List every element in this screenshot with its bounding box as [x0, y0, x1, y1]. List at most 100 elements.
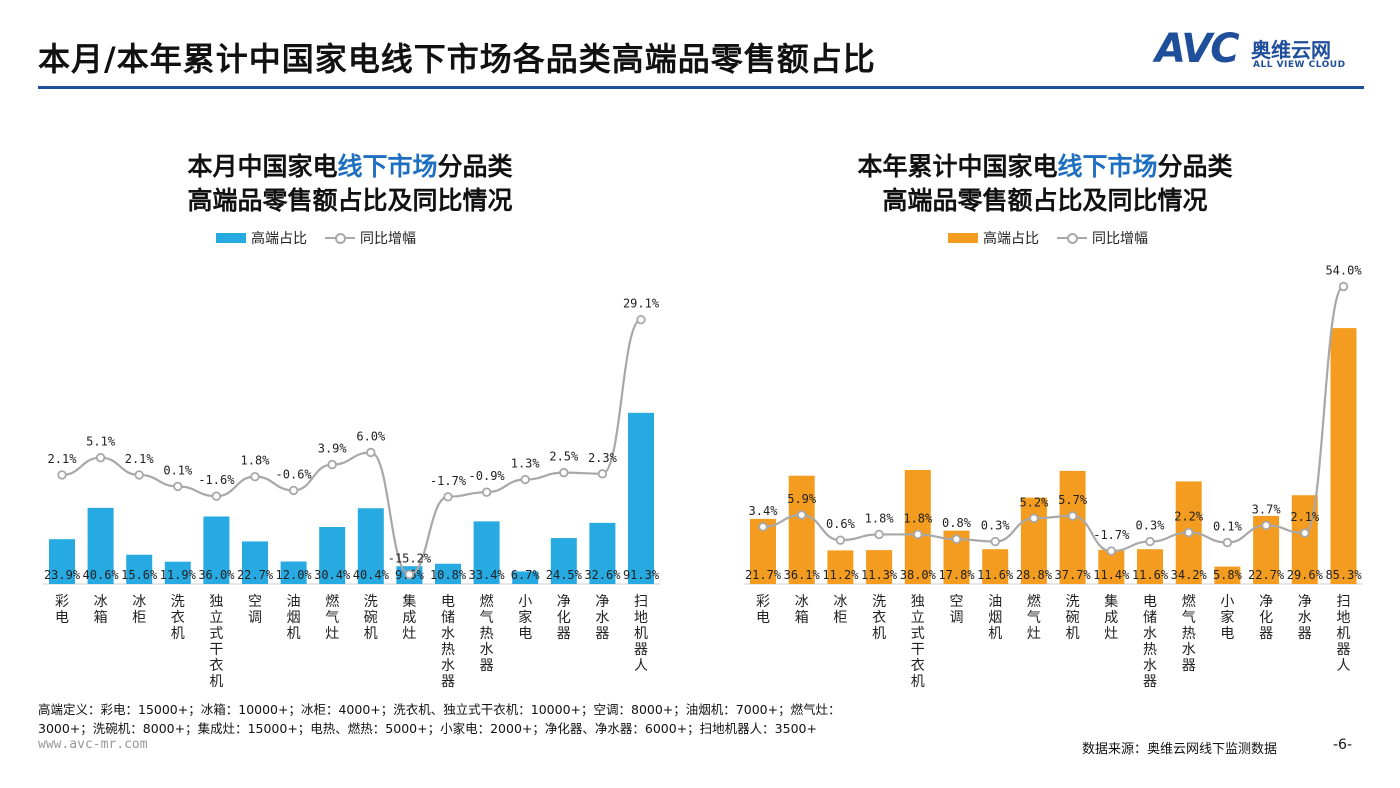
yoy-point-14	[559, 467, 569, 478]
bar-12	[473, 521, 500, 584]
yoy-value-label: 2.1%	[125, 452, 155, 466]
bar-value-label: 36.1%	[784, 568, 821, 582]
chart-title-post: 分品类	[437, 152, 513, 181]
bar-value-label: 17.8%	[938, 568, 975, 582]
yoy-value-label: 2.2%	[1174, 510, 1204, 524]
yoy-value-label: -0.9%	[469, 469, 506, 483]
bar-1	[49, 539, 75, 584]
bar-3	[827, 550, 854, 584]
yoy-point-2	[95, 452, 106, 463]
bar-3	[126, 554, 153, 584]
yoy-value-label: 1.8%	[903, 511, 933, 525]
bar-9	[1059, 470, 1086, 584]
logo-english-name: ALL VIEW CLOUD	[1253, 60, 1346, 70]
bar-7	[982, 549, 1009, 584]
bar-11	[1137, 549, 1163, 584]
chart-ytd: 本年累计中国家电线下市场分品类 高端品零售额占比及同比情况 高端占比 同比增幅 …	[715, 150, 1375, 690]
category-label: 净化器	[557, 594, 571, 642]
bar-value-label: 85.3%	[1325, 568, 1362, 582]
yoy-value-label: 1.8%	[241, 454, 271, 468]
legend-bar-swatch	[216, 233, 246, 243]
yoy-value-label: 0.3%	[1136, 519, 1166, 533]
category-label: 独立式干衣机	[911, 594, 925, 690]
website-url[interactable]: www.avc-mr.com	[38, 737, 148, 752]
bar-value-label: 40.4%	[353, 568, 390, 582]
yoy-value-label: -0.6%	[276, 467, 313, 481]
bar-value-label: 11.4%	[1093, 568, 1130, 582]
logo-chinese-name: 奥维云网	[1251, 38, 1331, 62]
yoy-value-label: -1.6%	[198, 473, 235, 487]
category-label: 冰柜	[132, 594, 146, 626]
legend-bar-label: 高端占比	[251, 231, 307, 247]
category-label: 小家电	[518, 594, 532, 642]
yoy-point-8	[327, 459, 337, 470]
category-label: 集成灶	[1104, 593, 1118, 642]
bar-8	[319, 527, 346, 584]
logo-wordmark: AVC	[1155, 26, 1240, 72]
chart-title-line2: 高端品零售额占比及同比情况	[882, 186, 1208, 215]
category-label: 洗衣机	[872, 594, 886, 642]
yoy-value-label: 0.6%	[826, 517, 856, 531]
data-source: 数据来源：奥维云网线下监测数据	[1082, 742, 1278, 757]
bar-13	[1214, 566, 1241, 584]
yoy-value-label: 54.0%	[1325, 264, 1362, 278]
category-label: 电储水热水器	[1143, 594, 1157, 690]
yoy-value-label: 2.5%	[549, 450, 579, 464]
yoy-point-16	[1338, 281, 1349, 292]
yoy-point-10	[404, 569, 415, 580]
legend-item-line: 同比增幅	[325, 228, 416, 248]
chart-plot: 23.9% 彩电 40.6% 冰箱 15.6% 冰柜 11.9% 洗衣机 36.0% 独立式干衣机…	[42, 297, 661, 690]
yoy-point-10	[1106, 546, 1116, 556]
legend-line-label: 同比增幅	[1092, 231, 1148, 247]
bar-5	[904, 470, 931, 584]
category-label: 空调	[248, 594, 262, 626]
bar-value-label: 11.3%	[861, 568, 898, 582]
category-label: 小家电	[1220, 594, 1234, 642]
bar-value-label: 6.7%	[511, 568, 541, 582]
legend-bar-swatch	[948, 233, 978, 243]
category-label: 彩电	[55, 594, 69, 626]
yoy-value-label: 1.8%	[865, 511, 895, 525]
yoy-point-14	[1261, 520, 1271, 531]
chart-plot: 21.7% 彩电 36.1% 冰箱 11.2% 冰柜 11.3% 洗衣机 38.0% 独立式干衣机…	[743, 264, 1363, 690]
title-divider	[38, 86, 1364, 89]
bar-value-label: 21.7%	[745, 568, 782, 582]
yoy-value-label: 0.1%	[1213, 520, 1243, 534]
yoy-point-11	[443, 492, 453, 502]
yoy-growth-line	[61, 318, 642, 576]
category-label: 冰柜	[833, 594, 847, 626]
bar-value-label: 11.6%	[977, 568, 1014, 582]
yoy-point-11	[1145, 536, 1155, 547]
bar-15	[589, 522, 616, 584]
legend-line-swatch	[325, 233, 355, 244]
bar-2	[788, 475, 815, 584]
category-label: 净化器	[1259, 594, 1273, 642]
legend-item-line: 同比增幅	[1057, 228, 1148, 248]
yoy-value-label: 5.9%	[787, 492, 817, 506]
yoy-point-12	[481, 487, 492, 497]
yoy-value-label: 3.4%	[749, 504, 779, 518]
yoy-point-1	[57, 470, 67, 480]
yoy-value-label: 5.2%	[1019, 495, 1049, 509]
bar-16	[628, 412, 654, 584]
yoy-point-7	[288, 485, 299, 496]
category-label: 集成灶	[402, 593, 416, 642]
bar-9	[357, 508, 384, 584]
bar-value-label: 38.0%	[900, 568, 937, 582]
bar-6	[242, 541, 268, 584]
avc-logo: AVC 奥维云网 ALL VIEW CLOUD	[1155, 26, 1365, 74]
yoy-value-label: 2.1%	[1290, 510, 1320, 524]
legend-line-swatch	[1057, 233, 1087, 244]
legend-item-bar: 高端占比	[216, 228, 307, 248]
chart-title-pre: 本月中国家电	[187, 152, 338, 181]
yoy-value-label: -15.2%	[388, 551, 432, 565]
bar-value-label: 36.0%	[198, 568, 235, 582]
yoy-point-9	[1067, 511, 1078, 521]
bar-value-label: 10.8%	[430, 568, 467, 582]
bar-8	[1020, 497, 1047, 584]
bar-value-label: 91.3%	[623, 568, 660, 582]
bar-value-label: 11.6%	[1132, 568, 1169, 582]
yoy-value-label: 0.3%	[981, 519, 1011, 533]
page-title: 本月/本年累计中国家电线下市场各品类高端品零售额占比	[38, 40, 876, 78]
category-label: 冰箱	[795, 594, 809, 626]
